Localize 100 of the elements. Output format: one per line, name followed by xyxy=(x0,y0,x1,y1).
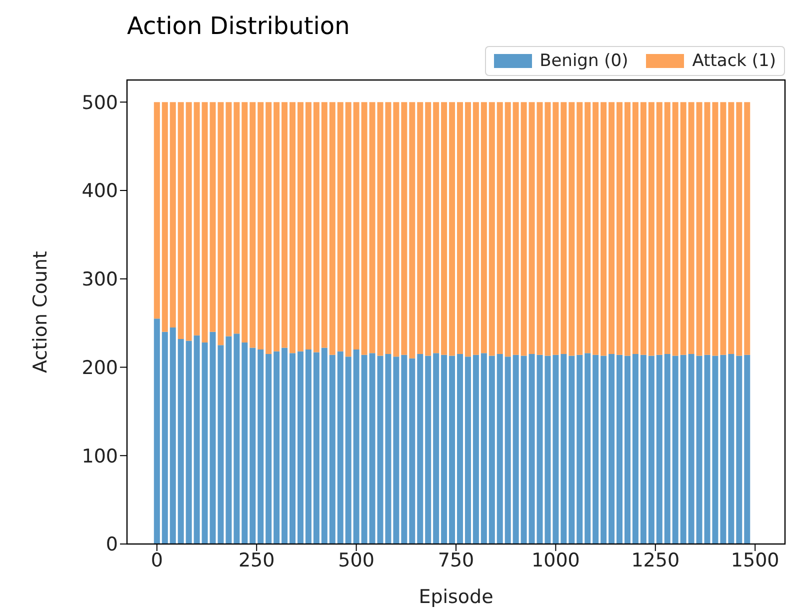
bar xyxy=(520,356,527,544)
bar xyxy=(282,348,288,544)
bar xyxy=(234,102,240,334)
bar xyxy=(472,354,479,544)
bar xyxy=(290,102,296,354)
bar xyxy=(576,102,583,355)
bar xyxy=(744,354,750,544)
bar xyxy=(688,354,694,544)
chart-title: Action Distribution xyxy=(127,12,351,40)
bar xyxy=(329,354,336,544)
bar xyxy=(464,102,471,357)
x-tick-label: 0 xyxy=(150,549,163,572)
bar xyxy=(258,350,264,544)
bar xyxy=(297,351,304,544)
bar xyxy=(672,102,678,356)
bar xyxy=(608,354,615,544)
bar xyxy=(568,102,575,356)
bar xyxy=(512,354,519,544)
bar xyxy=(258,102,264,350)
x-tick-label: 250 xyxy=(238,549,275,572)
bar xyxy=(560,354,567,544)
bar xyxy=(632,102,638,354)
bar xyxy=(568,356,575,544)
legend-label: Attack (1) xyxy=(692,51,776,71)
bar xyxy=(560,102,567,354)
bar xyxy=(441,354,448,544)
bar xyxy=(504,102,511,357)
bar xyxy=(178,338,184,544)
bar xyxy=(202,102,208,342)
bar xyxy=(425,102,432,356)
bar xyxy=(504,356,511,544)
bar xyxy=(648,102,654,356)
bar xyxy=(433,102,440,354)
bar xyxy=(234,334,240,544)
bar xyxy=(449,102,456,356)
bar xyxy=(457,102,463,354)
bar xyxy=(552,354,559,544)
x-tick-label: 1000 xyxy=(532,549,580,572)
bar xyxy=(528,102,535,354)
bar xyxy=(656,102,662,355)
bar xyxy=(488,102,495,356)
bar xyxy=(728,354,734,544)
bar xyxy=(361,102,368,355)
y-axis-title: Action Count xyxy=(30,251,52,373)
bar xyxy=(170,102,176,328)
bar xyxy=(194,102,200,336)
bar xyxy=(385,102,392,354)
bar xyxy=(449,356,456,544)
bar xyxy=(624,102,630,356)
bar xyxy=(353,350,360,544)
bar xyxy=(329,102,336,355)
bar xyxy=(592,102,599,355)
bar xyxy=(584,353,591,544)
bar xyxy=(624,356,630,544)
bar xyxy=(154,318,160,544)
bar xyxy=(353,102,360,350)
bar xyxy=(720,354,726,544)
y-tick-label: 400 xyxy=(82,180,118,202)
x-tick-label: 500 xyxy=(338,549,374,572)
bar xyxy=(417,102,424,354)
bar xyxy=(290,353,296,544)
bar xyxy=(242,102,248,342)
bar xyxy=(664,354,670,544)
bar xyxy=(242,342,248,544)
bar xyxy=(728,102,734,354)
bar xyxy=(274,102,280,352)
bar xyxy=(736,102,742,356)
bar xyxy=(744,102,750,355)
bar xyxy=(457,354,463,544)
x-tick-label: 1250 xyxy=(631,549,680,572)
bar xyxy=(417,354,424,544)
bar xyxy=(345,102,352,357)
bar xyxy=(194,335,200,544)
bar xyxy=(464,356,471,544)
bar xyxy=(552,102,559,355)
bar xyxy=(393,102,400,357)
bar xyxy=(672,356,678,544)
bar xyxy=(600,102,607,356)
bar xyxy=(736,356,742,544)
bar xyxy=(250,348,256,544)
bar xyxy=(433,353,440,544)
bar xyxy=(186,102,192,341)
bar xyxy=(720,102,726,355)
bar xyxy=(297,102,304,352)
bar xyxy=(226,102,232,336)
bar xyxy=(600,356,607,544)
bar xyxy=(337,351,344,544)
bar xyxy=(528,354,535,544)
bar xyxy=(664,102,670,354)
bar xyxy=(266,102,272,354)
bar xyxy=(186,340,192,544)
bar xyxy=(385,354,392,544)
bar xyxy=(337,102,344,352)
x-axis-title: Episode xyxy=(418,586,494,608)
bar xyxy=(608,102,615,354)
bar xyxy=(712,356,718,544)
bar xyxy=(632,354,638,544)
bar xyxy=(496,102,503,354)
y-tick-label: 100 xyxy=(82,445,118,468)
bar xyxy=(305,102,312,350)
